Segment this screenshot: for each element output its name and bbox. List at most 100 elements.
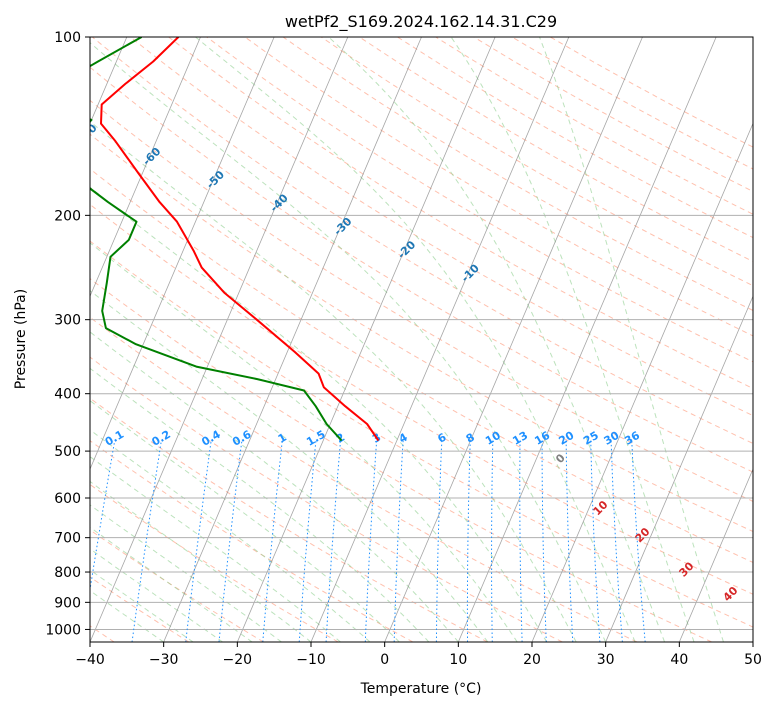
x-tick-label: 10 [449, 652, 467, 668]
dry-adiabat [206, 37, 753, 363]
isotherm-line [90, 37, 349, 642]
dry-adiabat [168, 37, 753, 389]
dry-adiabat [90, 440, 414, 642]
y-tick-label: 300 [54, 313, 81, 329]
moist-adiabat [90, 331, 459, 642]
moist-adiabat [90, 186, 548, 642]
moist-adiabat [195, 37, 636, 642]
mixing-ratio-label: 10 [483, 429, 503, 448]
moist-adiabat-label: 30 [677, 559, 697, 579]
moist-adiabat [90, 456, 341, 642]
x-tick-label: 0 [380, 652, 389, 668]
mixing-ratio-line [519, 440, 523, 642]
moist-adiabat-label: 20 [633, 525, 653, 545]
mixing-ratio-label: 6 [435, 431, 448, 446]
y-tick-label: 900 [54, 595, 81, 611]
isotherm-label: -80 [13, 98, 36, 121]
dry-adiabat [90, 168, 753, 563]
y-axis-title: Pressure (hPa) [13, 289, 29, 389]
mixing-ratio-line [218, 440, 243, 642]
mixing-ratio-label: 8 [464, 431, 477, 446]
mixing-ratio-label: 1 [276, 431, 289, 446]
moist-adiabat-label: 10 [591, 498, 611, 518]
mixing-ratio-label: 0.2 [150, 428, 173, 449]
moist-adiabat-label: 0 [553, 451, 568, 466]
dry-adiabat [90, 240, 753, 628]
temperature-line [100, 37, 380, 442]
moist-adiabat [539, 37, 724, 642]
moist-adiabat [90, 526, 253, 642]
isotherm-label: -10 [459, 261, 482, 284]
mixing-ratio-line [393, 440, 404, 642]
y-tick-label: 600 [54, 491, 81, 507]
x-tick-label: −20 [223, 652, 253, 668]
moist-adiabat [90, 589, 164, 642]
moist-adiabat [90, 242, 518, 642]
isotherm-label: -70 [76, 121, 99, 144]
isotherm-label: -20 [395, 238, 418, 261]
x-tick-label: 30 [597, 652, 615, 668]
moist-adiabat [90, 569, 194, 642]
background-lines [90, 37, 753, 642]
moist-adiabat [90, 120, 577, 642]
isotherm-label: -30 [331, 215, 354, 238]
mixing-ratio-label: 20 [557, 429, 577, 448]
moist-adiabat [450, 37, 695, 642]
y-tick-label: 500 [54, 444, 81, 460]
mixing-ratio-label: 0.4 [199, 428, 223, 449]
mixing-ratio-label: 1.5 [304, 428, 327, 449]
mixing-ratio-line [325, 440, 342, 642]
moist-adiabat [90, 548, 223, 642]
x-axis: −40 −30 −20 −10 0 10 20 30 40 50 [75, 642, 762, 668]
moist-adiabat [90, 504, 282, 642]
mixing-ratio-label: 36 [622, 429, 642, 448]
y-axis: 100 200 300 400 500 600 700 800 900 1000 [45, 30, 90, 638]
plot-frame [89, 36, 754, 643]
dry-adiabat [90, 203, 753, 595]
mixing-ratio-line [90, 440, 116, 593]
dry-adiabat [90, 356, 563, 642]
x-tick-label: 50 [744, 652, 762, 668]
mixing-ratio-line [541, 440, 547, 642]
isotherm-line [163, 37, 422, 642]
isotherm-line [531, 122, 753, 642]
x-tick-label: 40 [670, 652, 688, 668]
mixing-ratio-line [262, 440, 283, 642]
dry-adiabat [244, 37, 753, 337]
dry-adiabat [90, 483, 339, 642]
x-axis-title: Temperature (°C) [360, 681, 482, 697]
dry-adiabat [90, 133, 753, 533]
isotherm-line [310, 37, 570, 642]
isotherm-line [384, 37, 643, 642]
dry-adiabat [511, 37, 753, 170]
isotherm-line [90, 37, 275, 471]
isotherm-line [752, 640, 753, 642]
isotherm-line [236, 37, 496, 642]
mixing-ratio-line [298, 440, 317, 642]
mixing-ratio-label: 4 [397, 431, 410, 446]
y-tick-label: 800 [54, 565, 81, 581]
x-tick-label: 20 [523, 652, 541, 668]
isotherm-line [90, 37, 201, 298]
dry-adiabat [90, 397, 488, 642]
mixing-ratio-line [364, 440, 378, 642]
isotherm-line [605, 295, 753, 642]
chart-title: wetPf2_S169.2024.162.14.31.C29 [285, 12, 557, 32]
dry-adiabat [90, 529, 264, 642]
mixing-ratio-line [590, 440, 601, 642]
mixing-ratio-line [435, 440, 443, 642]
mixing-ratio-line [131, 440, 162, 642]
mixing-ratio-line [565, 440, 574, 642]
moist-adiabat [90, 400, 400, 642]
mixing-ratio-line [185, 440, 212, 642]
mixing-ratio-label: 0.6 [230, 428, 254, 449]
mixing-ratio-label: 13 [510, 429, 530, 448]
dry-adiabat [90, 66, 753, 473]
mixing-ratio-line [466, 440, 471, 642]
x-tick-label: −30 [149, 652, 179, 668]
dewpoint-line [90, 37, 343, 442]
y-tick-label: 400 [54, 387, 81, 403]
series-layer [90, 37, 380, 442]
isotherm-line [678, 468, 753, 642]
